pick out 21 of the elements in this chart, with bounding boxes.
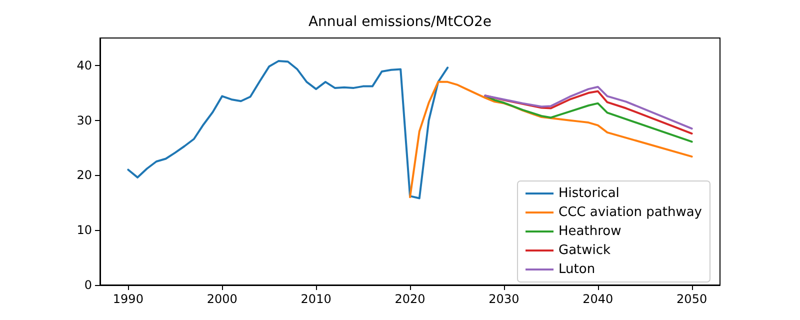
x-tick-label: 2010	[300, 292, 332, 306]
x-tick-label: 2050	[676, 292, 708, 306]
y-tick-label: 0	[84, 278, 92, 292]
y-tick-label: 40	[76, 58, 92, 72]
line-series	[484, 94, 693, 143]
chart-title: Annual emissions/MtCO2e	[308, 14, 492, 30]
x-tick-label: 2000	[206, 292, 238, 306]
legend-label: Gatwick	[558, 243, 612, 258]
y-tick-label: 30	[76, 113, 92, 128]
line-series	[127, 60, 449, 200]
y-tick-label: 10	[76, 223, 92, 238]
legend-label: Heathrow	[558, 224, 622, 239]
legend-label: CCC aviation pathway	[558, 205, 702, 220]
x-tick-label: 1990	[112, 292, 144, 306]
x-tick-label: 2020	[394, 292, 426, 306]
legend-label: Luton	[558, 262, 596, 277]
x-tick-label: 2040	[582, 292, 614, 306]
y-tick-label: 20	[76, 168, 92, 182]
legend-label: Historical	[558, 186, 620, 201]
line-series	[409, 80, 693, 198]
x-tick-label: 2030	[488, 292, 520, 306]
